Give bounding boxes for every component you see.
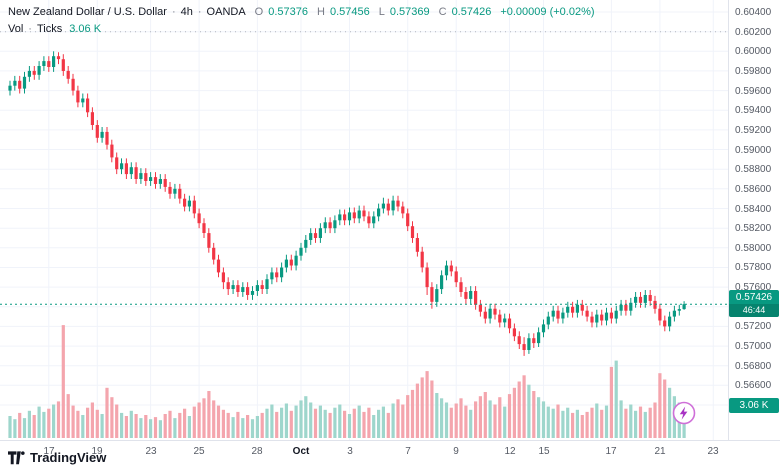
price-axis[interactable]: 0.60400 0.60200 0.60000 0.59800 0.59600 0.594… xyxy=(728,0,780,440)
current-price-value: 0.57426 xyxy=(735,292,773,303)
volume-indicator-label[interactable]: Vol xyxy=(8,23,24,35)
time-tick-label: 17 xyxy=(43,446,55,457)
price-tick-label: 0.57600 xyxy=(735,282,772,293)
price-tick-label: 0.58800 xyxy=(735,164,772,175)
symbol-title[interactable]: New Zealand Dollar / U.S. Dollar xyxy=(8,6,167,18)
price-tick-label: 0.59600 xyxy=(735,86,772,97)
time-tick-label: 17 xyxy=(605,446,617,457)
time-tick-label: 28 xyxy=(251,446,263,457)
price-tick-label: 0.58000 xyxy=(735,243,772,254)
lightning-icon[interactable] xyxy=(672,401,696,425)
separator-dot: · xyxy=(28,23,32,35)
volume-value: 3.06 K xyxy=(69,23,102,35)
time-tick-label: 19 xyxy=(91,446,103,457)
time-tick-label: 7 xyxy=(405,446,411,457)
volume-source: Ticks xyxy=(36,23,63,35)
open-key: O xyxy=(254,6,264,18)
tradingview-logo[interactable]: TradingView xyxy=(8,450,106,465)
price-tick-label: 0.59400 xyxy=(735,105,772,116)
price-tick-label: 0.59800 xyxy=(735,66,772,77)
volume-row: Vol · Ticks 3.06 K xyxy=(8,23,595,35)
time-tick-label: 25 xyxy=(193,446,205,457)
time-tick-label: 21 xyxy=(654,446,666,457)
price-tick-label: 0.56800 xyxy=(735,361,772,372)
low-key: L xyxy=(378,6,385,18)
time-tick-label: 23 xyxy=(145,446,157,457)
interval-label[interactable]: 4h xyxy=(180,6,193,18)
price-tick-label: 0.60200 xyxy=(735,27,772,38)
time-tick-label: Oct xyxy=(292,446,310,457)
symbol-row: New Zealand Dollar / U.S. Dollar · 4h · … xyxy=(8,6,595,18)
chart-legend: New Zealand Dollar / U.S. Dollar · 4h · … xyxy=(8,6,595,35)
price-tick-label: 0.56600 xyxy=(735,380,772,391)
price-tick-label: 0.57200 xyxy=(735,321,772,332)
price-tick-label: 0.59000 xyxy=(735,145,772,156)
open-value: 0.57376 xyxy=(268,6,308,18)
price-tick-label: 0.58400 xyxy=(735,204,772,215)
time-tick-label: 12 xyxy=(504,446,516,457)
time-axis[interactable]: 17 19 23 25 28 Oct 3 7 9 12 15 17 21 23 xyxy=(0,440,780,470)
price-tick-label: 0.57800 xyxy=(735,262,772,273)
tradingview-logomark xyxy=(8,450,25,464)
separator-dot: · xyxy=(171,6,176,18)
bar-countdown: 46:44 xyxy=(729,304,779,317)
volume-axis-tag: 3.06 K xyxy=(729,398,779,413)
price-tick-label: 0.59200 xyxy=(735,125,772,136)
price-tick-label: 0.58200 xyxy=(735,223,772,234)
tradingview-logo-text: TradingView xyxy=(30,450,107,465)
price-change: +0.00009 (+0.02%) xyxy=(500,6,595,18)
time-tick-label: 3 xyxy=(347,446,353,457)
current-price-label: 0.57426 46:44 xyxy=(729,290,779,317)
exchange-label: OANDA xyxy=(206,6,246,18)
time-tick-label: 15 xyxy=(538,446,550,457)
close-value: 0.57426 xyxy=(451,6,492,18)
time-tick-label: 9 xyxy=(453,446,459,457)
candlestick-chart-canvas[interactable] xyxy=(0,0,728,440)
price-tick-label: 0.58600 xyxy=(735,184,772,195)
separator-dot: · xyxy=(197,6,202,18)
close-key: C xyxy=(438,6,447,18)
price-tick-label: 0.60400 xyxy=(735,7,772,18)
time-tick-label: 23 xyxy=(707,446,719,457)
price-tick-label: 0.57000 xyxy=(735,341,772,352)
low-value: 0.57369 xyxy=(389,6,430,18)
price-tick-label: 0.60000 xyxy=(735,46,772,57)
high-value: 0.57456 xyxy=(329,6,370,18)
high-key: H xyxy=(317,6,325,18)
